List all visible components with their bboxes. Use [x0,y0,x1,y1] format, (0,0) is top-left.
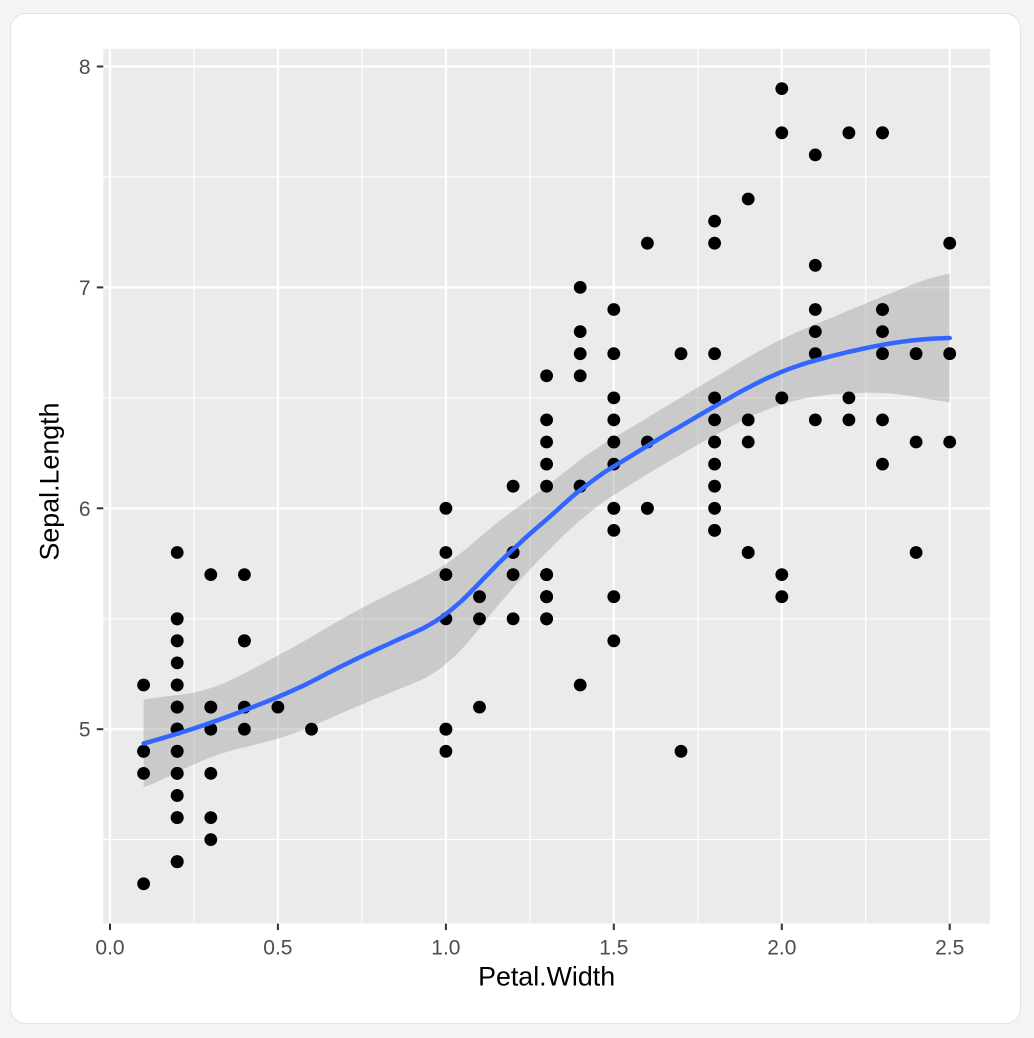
svg-text:0.5: 0.5 [263,937,292,960]
svg-text:8: 8 [79,56,91,79]
svg-text:1.0: 1.0 [431,937,460,960]
svg-text:6: 6 [79,498,91,521]
svg-text:5: 5 [79,719,91,742]
svg-text:Sepal.Length: Sepal.Length [35,403,65,561]
svg-text:2.0: 2.0 [767,937,796,960]
svg-text:1.5: 1.5 [599,937,628,960]
svg-text:2.5: 2.5 [935,937,964,960]
svg-text:Petal.Width: Petal.Width [478,961,615,991]
svg-text:0.0: 0.0 [95,937,124,960]
svg-text:7: 7 [79,277,91,300]
